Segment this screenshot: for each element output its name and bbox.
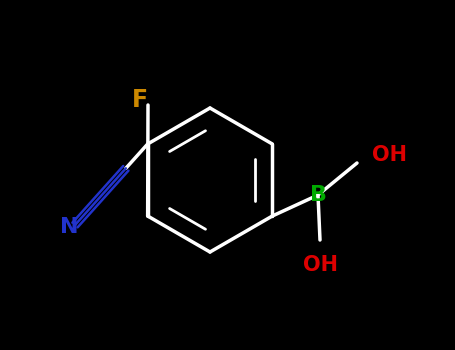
Text: OH: OH — [372, 145, 407, 165]
Text: B: B — [309, 185, 327, 205]
Text: OH: OH — [303, 255, 338, 275]
Text: N: N — [60, 217, 78, 237]
Text: F: F — [132, 88, 148, 112]
